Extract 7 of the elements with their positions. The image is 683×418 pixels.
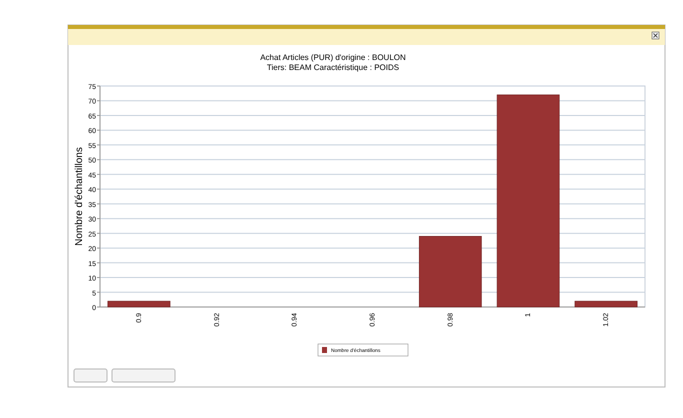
chart-subtitle: Tiers: BEAM Caractéristique : POIDS: [266, 63, 400, 72]
bar: [496, 94, 560, 308]
chart-title: Achat Articles (PUR) d'origine : BOULON: [260, 53, 406, 62]
y-axis-title: Nombre d'échantillons: [74, 147, 85, 246]
bar: [108, 300, 170, 308]
bar: [574, 300, 638, 308]
bar: [418, 236, 482, 308]
